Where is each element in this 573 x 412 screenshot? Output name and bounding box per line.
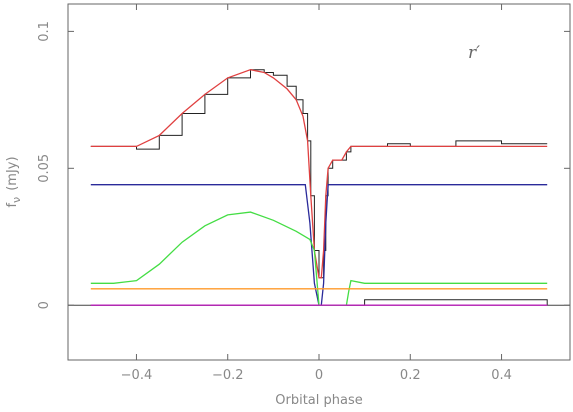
- x-tick-label-4: 0.4: [491, 368, 512, 383]
- series-line-0: [90, 69, 548, 279]
- plot-frame: [67, 3, 571, 361]
- y-axis-title-subscript: ν: [10, 197, 23, 203]
- series-layer: [90, 69, 548, 306]
- y-tick-label-2: 0.1: [37, 21, 52, 42]
- series-line-3: [90, 184, 548, 306]
- y-tick-label-0: 0: [37, 301, 52, 309]
- band-label: r′: [468, 43, 480, 63]
- svg-text:fν(mJy): fν (mJy): [5, 156, 23, 207]
- y-axis-title-unit: (mJy): [5, 156, 20, 190]
- x-axis: −0.4 −0.2 0 0.2 0.4: [121, 4, 512, 383]
- y-axis-title: fν (mJy): [5, 156, 23, 207]
- x-tick-label-0: −0.4: [121, 368, 153, 383]
- x-tick-label-2: 0: [315, 368, 323, 383]
- series-line-4: [90, 211, 548, 306]
- y-axis: 0 0.05 0.1: [37, 21, 570, 309]
- x-axis-title: Orbital phase: [275, 393, 362, 408]
- x-tick-label-1: −0.2: [212, 368, 244, 383]
- series-line-2: [90, 69, 548, 279]
- x-tick-label-3: 0.2: [400, 368, 421, 383]
- y-axis-title-symbol: f: [5, 203, 20, 208]
- y-tick-label-1: 0.05: [37, 154, 52, 183]
